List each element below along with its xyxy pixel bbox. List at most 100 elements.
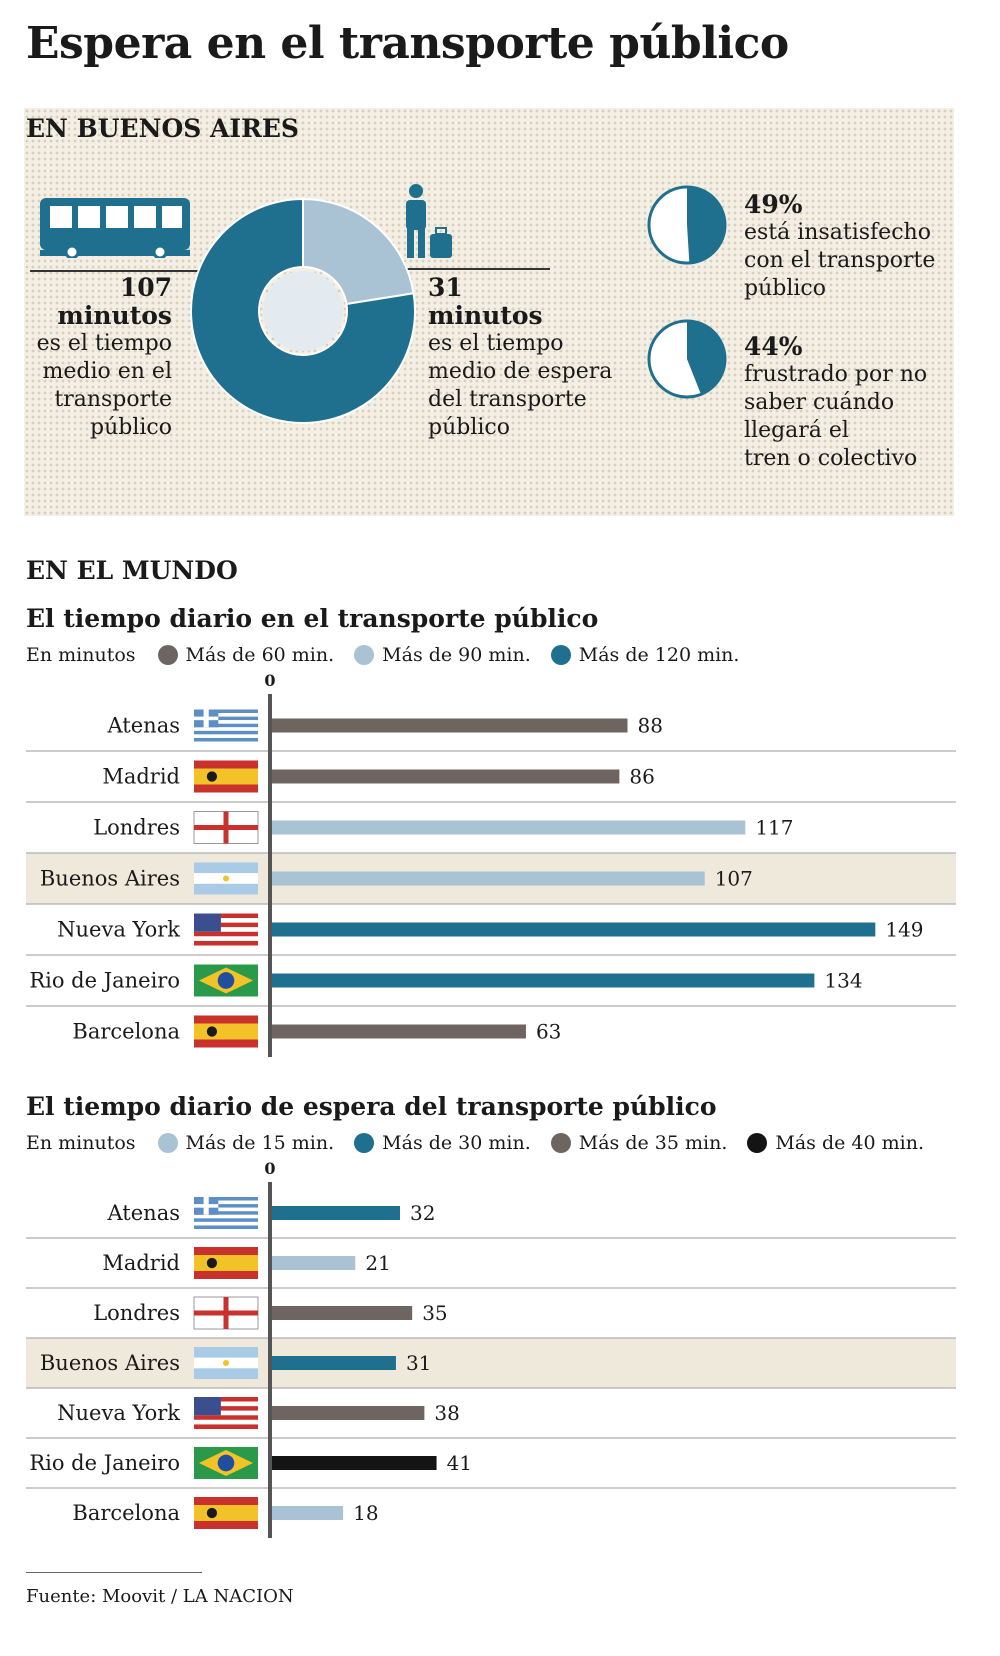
pie-slice — [687, 187, 726, 263]
legend-label: Más de 30 min. — [382, 1132, 531, 1154]
dissatisfied-pie-icon — [647, 185, 727, 265]
bar — [270, 1256, 356, 1270]
pie-slice — [687, 321, 725, 395]
legend-swatch — [354, 645, 375, 665]
bar — [270, 871, 705, 886]
bar — [270, 973, 815, 988]
wait-text-line: medio de espera — [428, 359, 613, 384]
usa-flag-icon — [194, 1397, 258, 1429]
legend-item: Más de 35 min. — [550, 1132, 728, 1154]
legend-swatch — [747, 1133, 768, 1153]
page-title: Espera en el transporte público — [26, 18, 789, 69]
legend-item: Más de 15 min. — [157, 1132, 335, 1154]
travel-text-line: transporte — [54, 387, 172, 412]
data-label: 41 — [447, 1451, 472, 1475]
greece-flag-icon — [194, 709, 258, 742]
legend-swatch — [354, 1133, 375, 1153]
category-label: Barcelona — [72, 1020, 180, 1044]
legend-label: Más de 15 min. — [185, 1132, 335, 1154]
data-label: 35 — [422, 1301, 447, 1325]
travel-wait-donut — [190, 197, 416, 424]
category-label: Buenos Aires — [40, 1351, 180, 1375]
brazil-flag-icon — [194, 1447, 258, 1479]
buenos-aires-panel — [24, 108, 954, 516]
donut-slice-travel — [190, 197, 416, 424]
spain-flag-icon — [194, 760, 258, 793]
travel-minutes-value: 107 — [119, 273, 172, 302]
category-label: Rio de Janeiro — [29, 969, 180, 993]
legend-item: Más de 90 min. — [354, 644, 531, 666]
wait-minutes-unit: minutos — [428, 301, 543, 330]
data-label: 107 — [715, 867, 753, 891]
legend-swatch — [550, 1133, 571, 1153]
category-label: Londres — [93, 816, 180, 840]
bar — [270, 1506, 344, 1520]
category-label: Rio de Janeiro — [29, 1451, 180, 1475]
frustrated-text-line: tren o colectivo — [744, 446, 918, 471]
waiting-person-icon — [406, 184, 452, 258]
axis-zero-label: 0 — [264, 1160, 275, 1178]
bar — [270, 769, 620, 784]
bar — [270, 1456, 437, 1470]
travel-text-line: público — [90, 415, 172, 440]
spain-flag-icon — [194, 1247, 258, 1279]
wait-text-line: del transporte — [428, 387, 587, 412]
divider — [30, 270, 230, 272]
data-label: 21 — [365, 1251, 390, 1275]
england-flag-icon — [193, 811, 259, 844]
axis-zero-label: 0 — [264, 672, 275, 690]
travel-minutes-unit: minutos — [57, 301, 172, 330]
section-heading-world: EN EL MUNDO — [26, 556, 238, 585]
travel-text-line: es el tiempo — [36, 331, 172, 356]
bus-icon — [40, 198, 190, 258]
bar — [270, 1406, 425, 1420]
argentina-flag-icon — [194, 862, 258, 895]
travel-time-stat: 107 minutos es el tiempo medio en el tra… — [26, 274, 172, 442]
legend-swatch — [157, 645, 178, 665]
travel-time-bar-chart: 0 Atenas 88 Madrid 86 Londres 117 Buenos Aires 1… — [26, 672, 956, 1057]
highlight-row — [26, 1338, 956, 1388]
donut-slice-wait — [302, 197, 415, 306]
frustrated-text-line: frustrado por no — [744, 362, 928, 387]
legend-label: Más de 60 min. — [185, 644, 335, 666]
legend-label: Más de 120 min. — [578, 644, 740, 666]
category-label: Londres — [93, 1301, 180, 1325]
legend-item: Más de 30 min. — [354, 1132, 531, 1154]
dissatisfied-percent: 49% — [744, 190, 803, 219]
data-label: 149 — [885, 918, 923, 942]
chart-legend: En minutos Más de 15 min. Más de 30 min.… — [26, 1132, 944, 1154]
divider — [340, 268, 550, 270]
frustrated-pie-icon — [647, 319, 727, 399]
dissatisfied-text-line: con el transporte — [744, 248, 936, 273]
data-label: 117 — [755, 816, 793, 840]
section-heading-buenos-aires: EN BUENOS AIRES — [26, 114, 299, 143]
bar — [270, 718, 628, 733]
chart-legend: En minutos Más de 60 min. Más de 90 min.… — [26, 644, 759, 666]
category-label: Nueva York — [57, 918, 180, 942]
category-label: Buenos Aires — [40, 867, 180, 891]
legend-swatch — [550, 645, 571, 665]
legend-unit: En minutos — [26, 1132, 136, 1154]
frustrated-stat: 44% frustrado por no saber cuándo llegar… — [744, 332, 954, 473]
wait-time-bar-chart: 0 Atenas 32 Madrid 21 Londres 35 Buenos Aires 31… — [26, 1160, 956, 1538]
divider — [26, 1572, 202, 1573]
usa-flag-icon — [194, 913, 258, 946]
legend-label: Más de 40 min. — [775, 1132, 924, 1154]
brazil-flag-icon — [194, 964, 258, 997]
legend-item: Más de 60 min. — [157, 644, 335, 666]
bar — [270, 820, 746, 835]
travel-text-line: medio en el — [42, 359, 172, 384]
source-note: Fuente: Moovit / LA NACION — [26, 1586, 294, 1607]
greece-flag-icon — [194, 1197, 258, 1229]
donut-center — [263, 271, 343, 351]
legend-label: Más de 35 min. — [578, 1132, 728, 1154]
legend-item: Más de 40 min. — [747, 1132, 924, 1154]
legend-item: Más de 120 min. — [550, 644, 740, 666]
bar — [270, 1306, 413, 1320]
argentina-flag-icon — [194, 1347, 258, 1379]
data-label: 88 — [638, 714, 663, 738]
category-label: Madrid — [102, 1251, 180, 1275]
spain-flag-icon — [194, 1015, 258, 1048]
category-label: Nueva York — [57, 1401, 180, 1425]
data-label: 38 — [434, 1401, 459, 1425]
